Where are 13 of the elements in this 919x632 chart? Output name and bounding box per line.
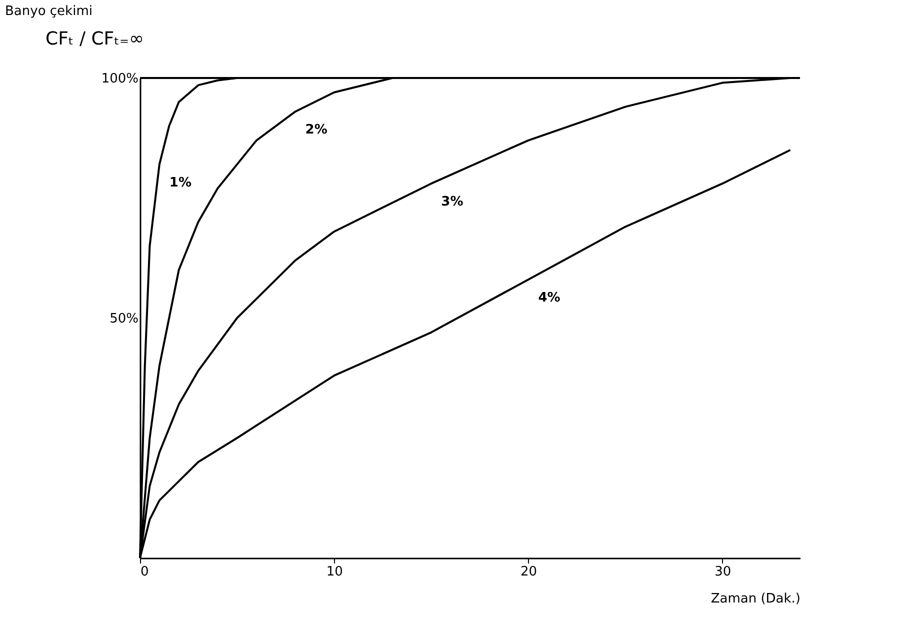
y-axis-title: CFₜ / CFₜ₌∞	[46, 28, 144, 50]
y-tick-label: 100%	[101, 72, 138, 86]
series-label: 3%	[441, 194, 464, 210]
x-tick-label: 30	[714, 564, 732, 580]
y-tick-label: 50%	[110, 312, 138, 326]
series-label: 4%	[538, 290, 560, 306]
chart-title: Banyo çekimi	[5, 4, 92, 19]
x-tick-label: 10	[326, 564, 343, 580]
series-label: 2%	[305, 122, 328, 138]
x-axis-title: Zaman (Dak.)	[710, 592, 800, 606]
x-tick-label: 0	[140, 564, 149, 580]
x-tick-label: 20	[520, 564, 538, 580]
series-label: 1%	[169, 175, 192, 190]
